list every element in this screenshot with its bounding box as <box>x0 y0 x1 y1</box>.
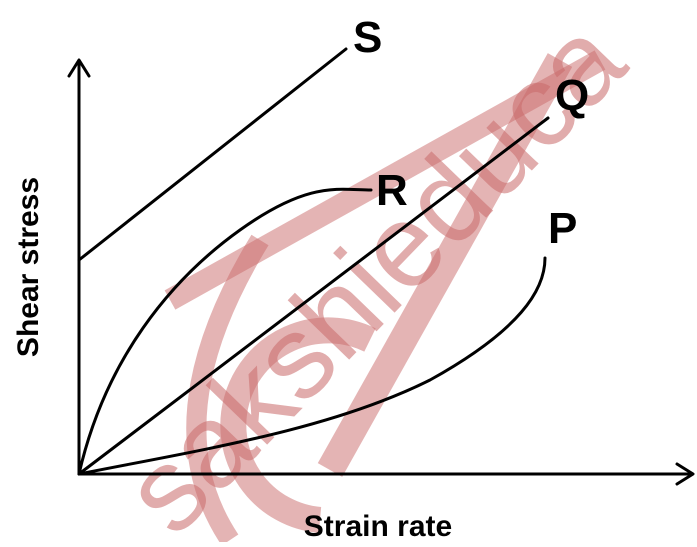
curve-label-r: R <box>376 166 408 215</box>
curves <box>77 47 550 476</box>
y-axis-arrowhead <box>67 58 91 78</box>
watermark-ring <box>220 317 376 533</box>
curve-label-p: P <box>548 204 577 253</box>
curve-s <box>77 47 348 262</box>
curve-label-q: Q <box>555 71 589 120</box>
y-axis-label: Shear stress <box>12 177 45 357</box>
curve-r <box>77 187 373 476</box>
curve-p <box>77 256 547 476</box>
watermark-left-arc <box>186 234 269 546</box>
curve-label-s: S <box>353 13 382 62</box>
x-axis-label: Strain rate <box>304 510 452 542</box>
curve-q <box>77 116 550 476</box>
x-axis-arrowhead <box>675 462 695 486</box>
axes <box>67 58 695 486</box>
curve-labels: S R Q P <box>353 13 589 253</box>
watermark-triangle <box>317 53 573 477</box>
